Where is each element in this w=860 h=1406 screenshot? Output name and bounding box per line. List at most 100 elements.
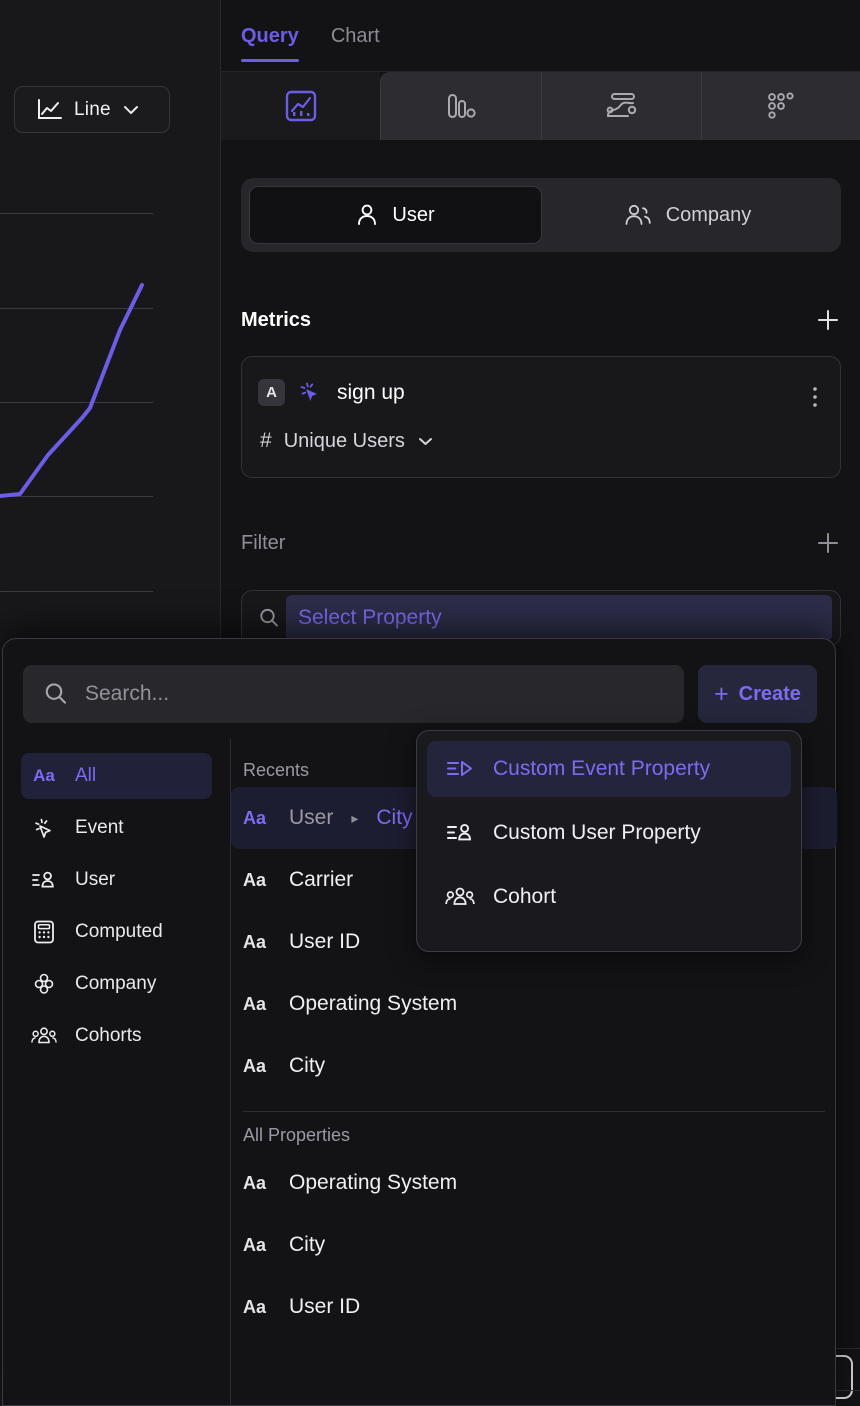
section-divider — [243, 1111, 825, 1112]
category-item-event[interactable]: Event — [21, 805, 212, 851]
category-item-cohorts[interactable]: Cohorts — [21, 1013, 212, 1059]
entity-toggle-user-label: User — [392, 203, 435, 226]
aa-text-icon: Aa — [243, 993, 267, 1014]
list-item[interactable]: Aa Carrier — [231, 849, 837, 911]
category-item-computed[interactable]: Computed — [21, 909, 212, 955]
bar-chart-icon — [443, 90, 479, 122]
search-icon — [43, 681, 69, 707]
chart-line-series — [0, 283, 144, 499]
kebab-menu-icon[interactable] — [812, 385, 818, 409]
all-properties-header: All Properties — [243, 1124, 351, 1145]
create-button-label: Create — [738, 682, 801, 705]
plus-icon — [818, 310, 838, 330]
aa-text-icon: Aa — [243, 869, 267, 890]
property-label: City — [376, 806, 413, 829]
group-users-icon — [445, 886, 475, 908]
metric-card-header: A sign up — [258, 379, 405, 406]
category-item-user[interactable]: User — [21, 857, 212, 903]
tab-chart-label: Chart — [330, 25, 380, 47]
line-chart-boxed-icon — [284, 89, 318, 123]
click-cursor-icon — [298, 380, 324, 406]
user-property-icon — [445, 822, 475, 844]
aa-text-icon: Aa — [243, 1234, 267, 1255]
tab-query-label: Query — [241, 25, 299, 47]
metric-event-name: sign up — [337, 380, 405, 404]
submenu-item-custom-user-property[interactable]: Custom User Property — [427, 805, 791, 861]
list-item[interactable]: Aa City — [231, 1035, 837, 1097]
picker-search-placeholder: Search... — [85, 682, 170, 705]
property-parent: User — [289, 806, 334, 829]
category-item-all[interactable]: Aa All — [21, 753, 212, 799]
filter-row[interactable]: Select Property — [241, 590, 841, 646]
chevron-down-icon — [122, 104, 140, 116]
picker-category-list: Aa All Event — [3, 739, 231, 1406]
line-chart-icon — [37, 98, 63, 122]
user-list-icon — [31, 869, 57, 891]
list-item[interactable]: Aa Operating System — [231, 973, 837, 1035]
chart-type-selector[interactable]: Line — [14, 86, 170, 133]
aa-text-icon: Aa — [33, 766, 55, 785]
submenu-item-custom-event-property[interactable]: Custom Event Property — [427, 741, 791, 797]
entity-toggle-user[interactable]: User — [249, 186, 542, 244]
list-item[interactable]: Aa User ID — [231, 911, 837, 973]
tab-underline-track — [221, 71, 860, 72]
select-property-input[interactable]: Select Property — [286, 595, 832, 641]
metric-card[interactable]: A sign up # Unique Users — [241, 356, 841, 478]
viz-option-bar[interactable] — [380, 72, 541, 140]
property-label: Operating System — [289, 1171, 458, 1194]
property-label: User ID — [289, 1295, 361, 1318]
property-label: Operating System — [289, 992, 458, 1015]
select-property-label: Select Property — [298, 606, 442, 629]
category-item-company[interactable]: Company — [21, 961, 212, 1007]
search-icon — [258, 607, 280, 629]
single-user-icon — [356, 203, 378, 227]
list-item[interactable]: Aa City — [231, 1214, 837, 1276]
category-label: Cohorts — [75, 1025, 142, 1046]
property-label: User ID — [289, 930, 361, 953]
company-cluster-icon — [31, 971, 57, 997]
submenu-label: Custom User Property — [493, 821, 701, 844]
viz-option-line[interactable] — [221, 72, 381, 140]
recents-header: Recents — [243, 759, 310, 780]
filter-section-header: Filter — [241, 528, 841, 558]
create-submenu: Custom Event Property Custom User Proper… — [416, 730, 802, 952]
picker-search-input[interactable]: Search... — [23, 665, 684, 723]
picker-search-row: Search... + Create — [23, 665, 817, 723]
plus-icon — [818, 533, 838, 553]
click-cursor-icon — [31, 816, 57, 840]
add-filter-button[interactable] — [815, 530, 841, 556]
funnel-flow-icon — [602, 90, 640, 122]
create-button[interactable]: + Create — [698, 665, 817, 723]
aa-text-icon: Aa — [243, 931, 267, 952]
aa-text-icon: Aa — [243, 1172, 267, 1193]
metric-aggregation-row[interactable]: # Unique Users — [260, 429, 434, 453]
entity-toggle-company[interactable]: Company — [542, 186, 833, 244]
tab-chart[interactable]: Chart — [331, 8, 380, 62]
aa-text-icon: Aa — [243, 1055, 267, 1076]
viz-option-dots[interactable] — [700, 72, 860, 140]
category-label: All — [75, 765, 97, 786]
list-item[interactable]: Aa User ID — [231, 1276, 837, 1338]
property-label: City — [289, 1054, 326, 1077]
category-label: Event — [75, 817, 124, 838]
filter-title: Filter — [241, 531, 286, 554]
plus-icon: + — [714, 679, 729, 708]
entity-toggle-company-label: Company — [665, 203, 752, 226]
panel-tabs: Query Chart — [221, 8, 860, 71]
add-metric-button[interactable] — [815, 307, 841, 333]
category-label: User — [75, 869, 116, 890]
category-label: Computed — [75, 921, 163, 942]
entity-type-toggle: User Company — [241, 178, 841, 252]
calculator-icon — [31, 919, 57, 945]
submenu-label: Custom Event Property — [493, 757, 711, 780]
tab-query[interactable]: Query — [241, 8, 299, 62]
dots-grid-icon — [764, 91, 798, 121]
event-property-icon — [445, 758, 475, 780]
aa-text-icon: Aa — [243, 807, 267, 828]
viz-option-flow[interactable] — [540, 72, 701, 140]
submenu-item-cohort[interactable]: Cohort — [427, 869, 791, 925]
list-item[interactable]: Aa Operating System — [231, 1152, 837, 1214]
group-users-icon — [31, 1025, 57, 1047]
chevron-down-icon — [417, 436, 434, 447]
